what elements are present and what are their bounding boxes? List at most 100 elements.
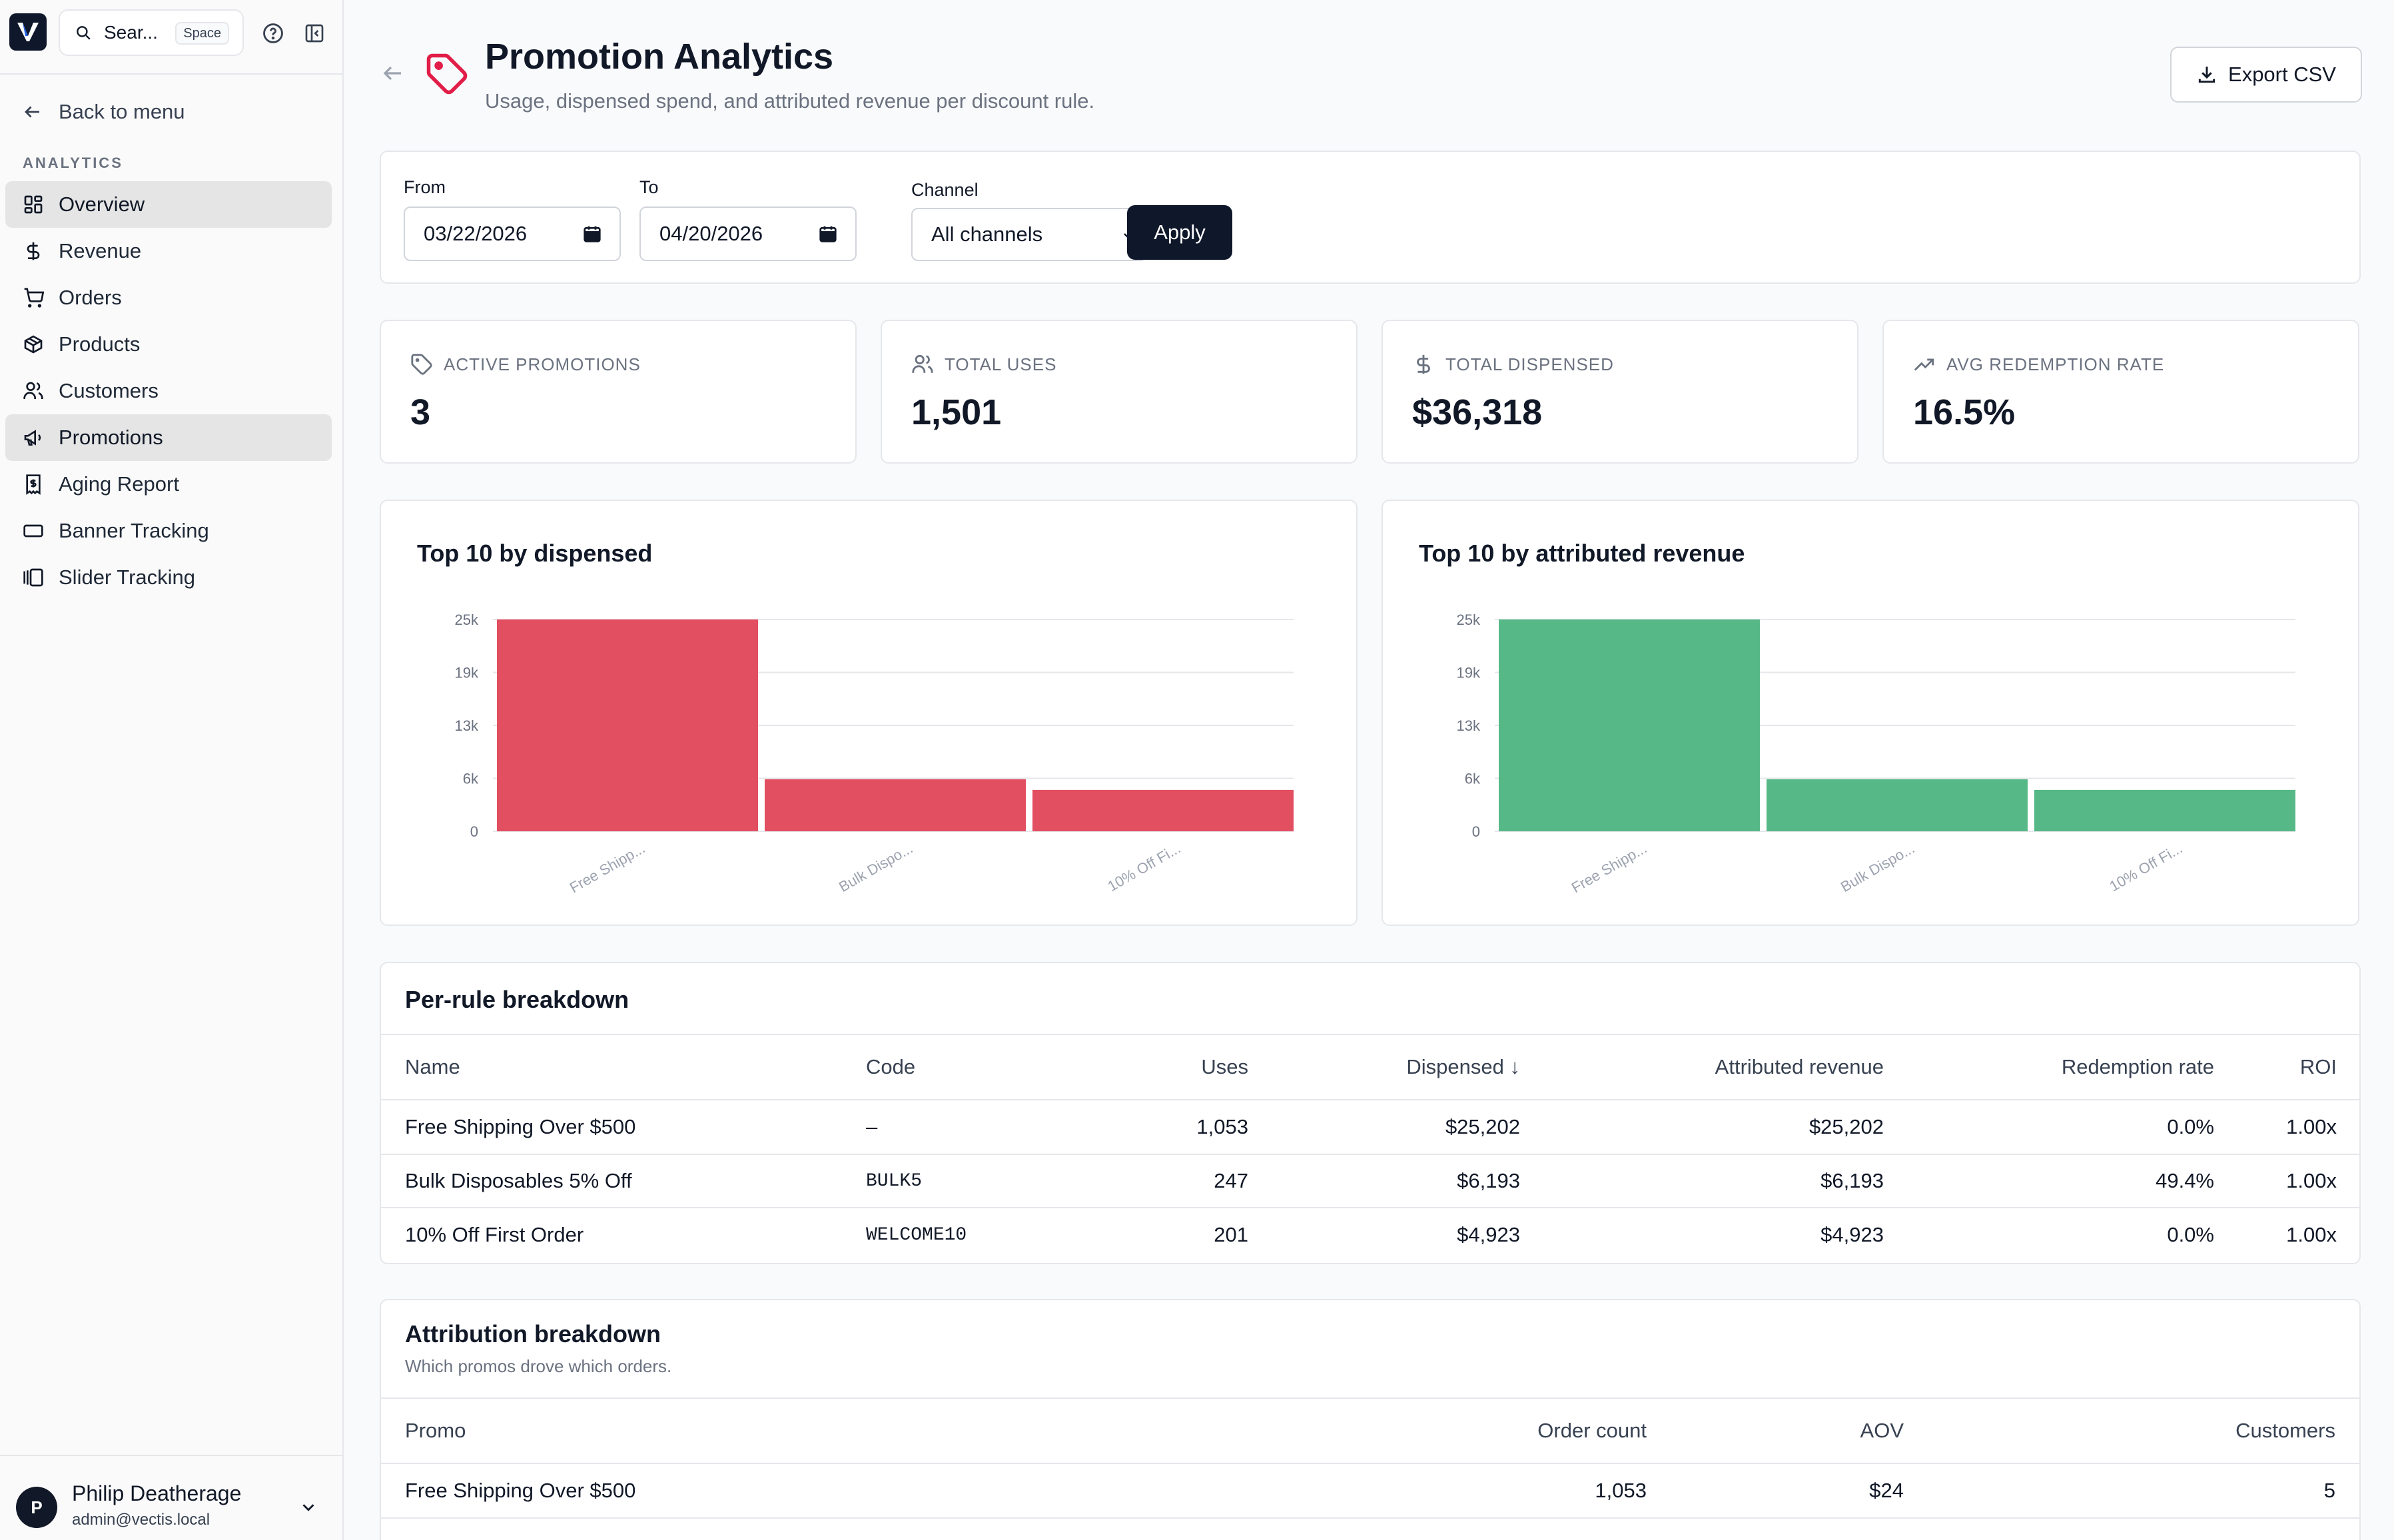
kpi-label-text: TOTAL USES [945,354,1057,374]
table-row[interactable]: Free Shipping Over $500 – 1,053 $25,202 … [381,1099,2359,1154]
column-header-aov[interactable]: AOV [1860,1419,1904,1442]
y-tick-label: 6k [1465,771,1481,787]
bar-2[interactable] [1032,789,1294,831]
sidebar-item-label: Products [59,332,141,356]
dollar-icon [1417,354,1430,374]
column-header-promo[interactable]: Promo [405,1419,466,1442]
column-header-roi[interactable]: ROI [2299,1055,2337,1078]
calendar-icon[interactable] [582,224,602,244]
sidebar-item-label: Overview [59,192,145,216]
cell-uses: 201 [1214,1223,1248,1246]
to-date-input[interactable]: 04/20/2026 [639,206,857,261]
kpi-label: TOTAL DISPENSED [1412,353,1614,376]
x-tick-label: Free Shipp... [1569,840,1650,897]
column-header-name[interactable]: Name [405,1055,460,1078]
table-row[interactable]: Bulk Disposables 5% Off BULK5 247 $6,193… [381,1154,2359,1207]
search-icon [77,26,91,40]
export-csv-button[interactable]: Export CSV [2170,47,2362,103]
x-tick-label: Bulk Dispo... [1838,840,1917,895]
chevron-down-icon [302,1504,314,1511]
cell-attributed-revenue: $25,202 [1808,1115,1884,1138]
bar-0[interactable] [497,619,758,831]
column-header-attributed-revenue[interactable]: Attributed revenue [1715,1055,1884,1078]
bar-2[interactable] [2034,789,2295,831]
user-menu[interactable]: P Philip Deatherage admin@vectis.local [0,1455,342,1540]
chart-top-attributed-revenue-svg: 0 6k 13k 19k 25k Free Shipp... Bulk Dispo... 10… [1457,611,2295,897]
y-tick-label: 0 [1472,823,1480,840]
logo-mark-icon [17,23,39,41]
sidebar-item-banner-tracking[interactable]: Banner Tracking [5,508,332,554]
cart-icon [24,288,44,308]
app-logo[interactable] [9,13,47,51]
bar-0[interactable] [1499,619,1760,831]
sidebar-item-aging-report[interactable]: Aging Report [5,461,332,508]
column-header-dispensed[interactable]: Dispensed ↓ [1406,1055,1520,1078]
kpi-value: 3 [410,392,431,432]
kpi-label-text: AVG REDEMPTION RATE [1946,354,2165,374]
banner-icon [23,524,43,538]
kpi-total-uses: TOTAL USES 1,501 [881,320,1358,464]
main-content: Promotion Analytics Usage, dispensed spe… [345,0,2394,1540]
box-icon [24,335,43,354]
help-button[interactable] [261,21,285,45]
receipt-icon [26,474,41,495]
sidebar-item-label: Revenue [59,239,142,262]
sidebar-item-label: Aging Report [59,472,179,496]
to-date-value: 04/20/2026 [659,222,763,245]
collapse-sidebar-button[interactable] [302,21,326,45]
table-row[interactable]: 10% Off First Order WELCOME10 201 $4,923… [381,1207,2359,1262]
table-row [381,1517,2359,1540]
page-subtitle: Usage, dispensed spend, and attributed r… [485,89,1095,113]
sidebar-item-orders[interactable]: Orders [5,274,332,321]
sidebar-item-revenue[interactable]: Revenue [5,228,332,274]
back-to-menu-link[interactable]: Back to menu [23,100,185,124]
cell-redemption-rate: 0.0% [2167,1223,2214,1246]
tag-icon [411,354,432,375]
cell-code: BULK5 [866,1170,923,1192]
sidebar-item-products[interactable]: Products [5,321,332,368]
grid-icon [24,195,43,214]
calendar-icon[interactable] [818,224,838,244]
column-header-uses[interactable]: Uses [1201,1055,1248,1078]
help-circle-icon [263,23,283,43]
x-tick-label: Bulk Dispo... [836,840,915,895]
y-tick-label: 25k [1457,611,1481,628]
cell-aov: $24 [1869,1479,1904,1502]
kpi-label-text: TOTAL DISPENSED [1445,354,1614,374]
channel-select[interactable]: All channels [911,208,1147,261]
column-header-redemption-rate[interactable]: Redemption rate [2061,1055,2214,1078]
column-header-order-count[interactable]: Order count [1537,1419,1647,1442]
sidebar-header: Sear... Space [0,0,342,75]
avatar: P [16,1487,57,1528]
table-row[interactable]: Free Shipping Over $500 1,053 $24 5 [381,1463,2359,1517]
table-title: Attribution breakdown [405,1320,661,1348]
search-input[interactable]: Sear... Space [59,9,244,56]
column-header-customers[interactable]: Customers [2235,1419,2335,1442]
back-arrow-icon[interactable] [381,61,405,85]
sidebar-item-slider-tracking[interactable]: Slider Tracking [5,554,332,601]
apply-button[interactable]: Apply [1127,205,1232,260]
cell-name: 10% Off First Order [405,1223,584,1246]
cell-redemption-rate: 49.4% [2156,1169,2214,1192]
cell-dispensed: $25,202 [1445,1115,1520,1138]
y-tick-label: 13k [1457,717,1481,734]
megaphone-icon [24,430,41,446]
dollar-icon [27,242,40,260]
export-csv-label: Export CSV [2228,63,2336,86]
column-header-code[interactable]: Code [866,1055,916,1078]
kpi-label: ACTIVE PROMOTIONS [410,353,641,376]
sidebar-item-overview[interactable]: Overview [5,181,332,228]
bar-1[interactable] [1767,779,2028,831]
bar-1[interactable] [765,779,1026,831]
sidebar-item-promotions[interactable]: Promotions [5,414,332,461]
kpi-avg-redemption-rate: AVG REDEMPTION RATE 16.5% [1882,320,2359,464]
tag-icon [426,53,468,95]
kpi-value: 1,501 [911,392,1002,432]
search-shortcut-badge: Space [175,22,229,45]
x-tick-label: Free Shipp... [567,840,648,897]
sidebar-item-label: Orders [59,286,122,309]
cell-code: – [866,1115,878,1138]
kpi-label: TOTAL USES [911,353,1056,376]
sidebar-item-customers[interactable]: Customers [5,368,332,414]
from-date-input[interactable]: 03/22/2026 [404,206,621,261]
